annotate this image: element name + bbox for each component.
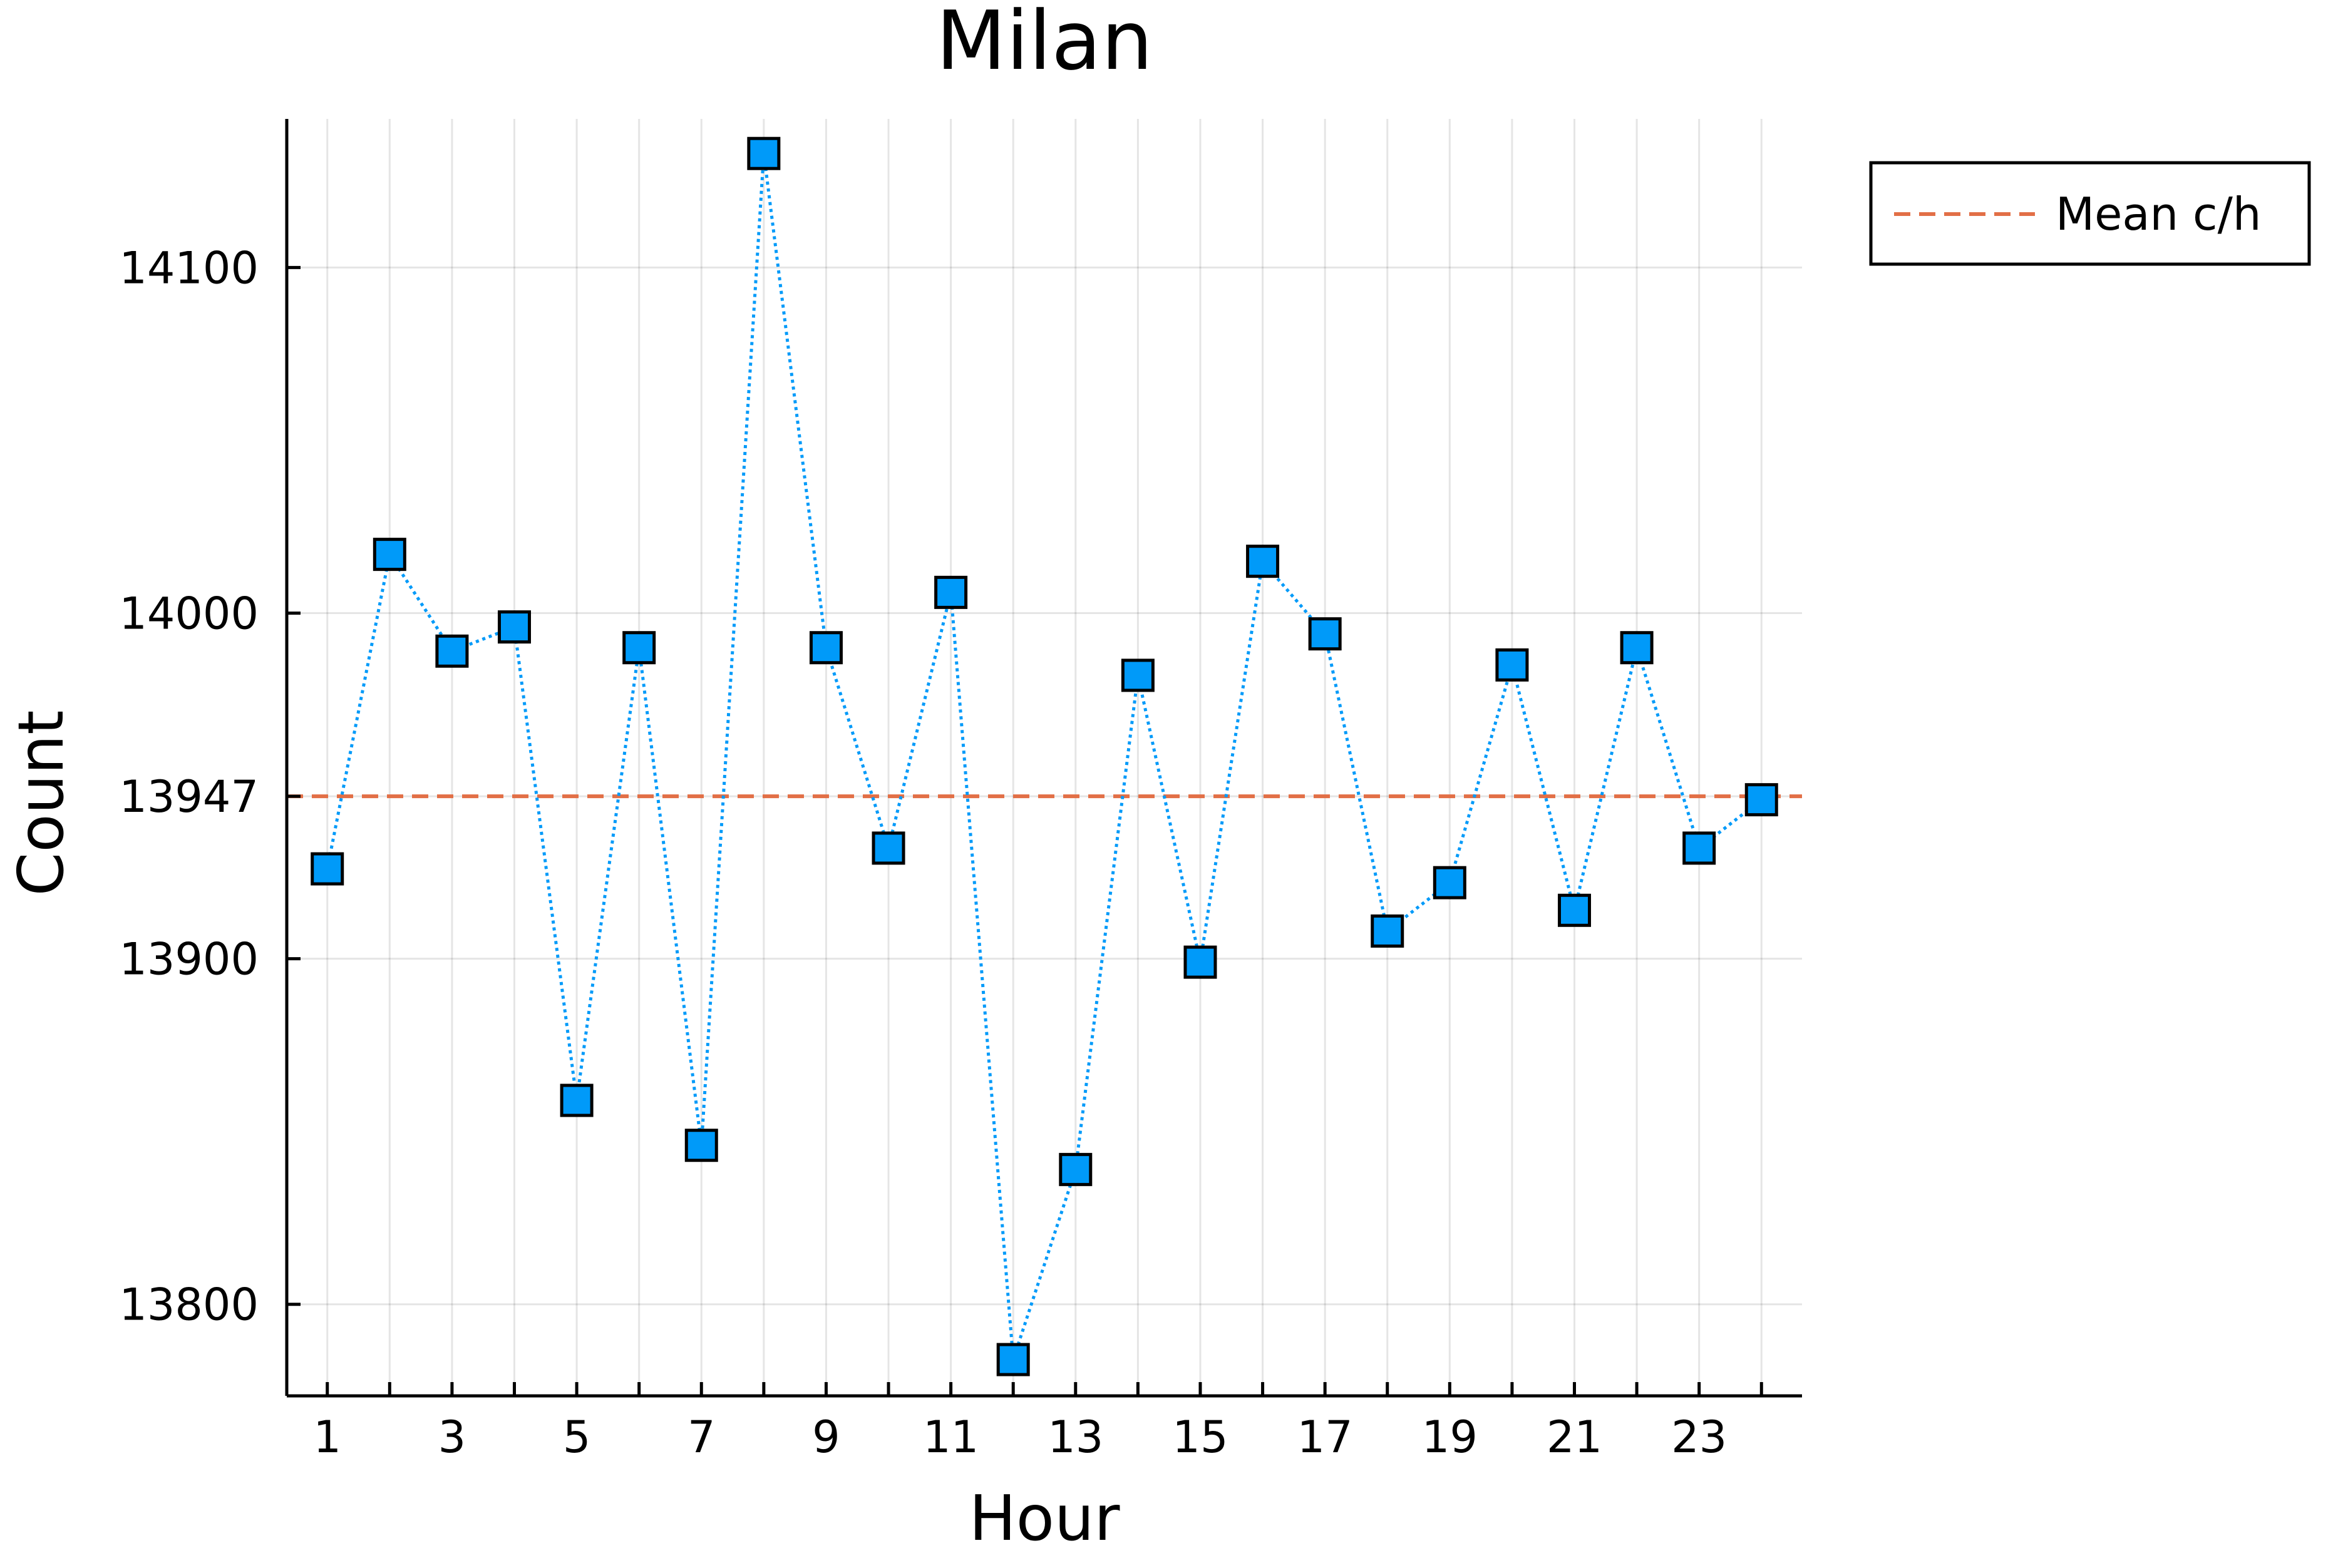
- series-layer: [311, 136, 1778, 1376]
- data-point: [1495, 648, 1529, 682]
- data-point: [1183, 945, 1217, 979]
- data-point: [1059, 1152, 1093, 1186]
- data-point: [1558, 893, 1592, 927]
- data-point: [1744, 783, 1778, 817]
- y-tick-label: 13900: [119, 934, 259, 985]
- x-tick-label: 3: [438, 1412, 466, 1463]
- y-tick-label: 13800: [119, 1279, 259, 1331]
- series-line: [326, 153, 1763, 1360]
- x-tick-label: 23: [1671, 1412, 1727, 1463]
- legend: Mean c/h: [1869, 161, 2311, 266]
- data-point: [311, 852, 344, 886]
- data-point: [435, 634, 469, 668]
- data-point: [996, 1343, 1030, 1376]
- data-point: [684, 1129, 718, 1162]
- data-point: [934, 575, 968, 609]
- data-point: [1308, 617, 1342, 651]
- x-tick-label: 7: [687, 1412, 716, 1463]
- x-tick-label: 13: [1048, 1412, 1103, 1463]
- chart-title: Milan: [936, 0, 1153, 88]
- y-tick-label: 14000: [119, 588, 259, 639]
- data-point: [1433, 866, 1466, 899]
- x-tick-label: 17: [1297, 1412, 1353, 1463]
- x-tick-label: 11: [923, 1412, 979, 1463]
- axes: [285, 119, 1802, 1398]
- data-point: [1246, 545, 1280, 578]
- x-tick-label: 21: [1547, 1412, 1602, 1463]
- grid: [287, 119, 1802, 1396]
- legend-label-mean: Mean c/h: [2056, 188, 2262, 240]
- data-point: [1371, 914, 1404, 948]
- legend-box: [1869, 161, 2311, 266]
- data-point: [1682, 831, 1716, 865]
- data-point: [1121, 658, 1155, 692]
- y-axis-label: Count: [4, 710, 78, 896]
- data-point: [373, 538, 406, 571]
- x-tick-label: 9: [812, 1412, 840, 1463]
- data-point: [622, 631, 656, 665]
- y-tick-label: 13947: [119, 771, 259, 822]
- data-point: [1620, 631, 1654, 665]
- data-point: [872, 831, 905, 865]
- x-tick-label: 5: [563, 1412, 591, 1463]
- x-axis-label: Hour: [969, 1482, 1121, 1555]
- y-tick-label: 14100: [119, 242, 259, 294]
- data-point: [497, 610, 531, 644]
- data-point: [809, 631, 843, 665]
- tick-labels: 1 3 5 7 9 11 13 15 17 19 21 23138001390013947140001…: [119, 242, 1727, 1463]
- data-point: [747, 136, 781, 170]
- x-tick-label: 1: [313, 1412, 341, 1463]
- x-tick-label: 19: [1422, 1412, 1478, 1463]
- data-point: [560, 1084, 594, 1117]
- x-tick-label: 15: [1172, 1412, 1228, 1463]
